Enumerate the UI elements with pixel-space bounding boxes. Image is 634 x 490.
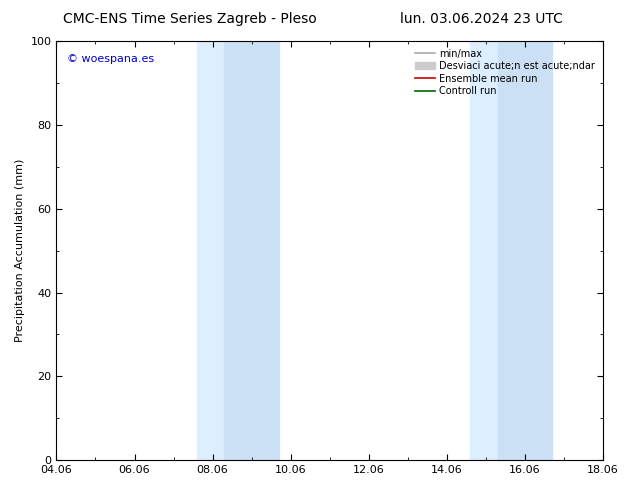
- Bar: [224, 41, 279, 460]
- Bar: [498, 41, 552, 460]
- Text: CMC-ENS Time Series Zagreb - Pleso: CMC-ENS Time Series Zagreb - Pleso: [63, 12, 317, 26]
- Legend: min/max, Desviaci acute;n est acute;ndar, Ensemble mean run, Controll run: min/max, Desviaci acute;n est acute;ndar…: [412, 46, 598, 99]
- Y-axis label: Precipitation Accumulation (mm): Precipitation Accumulation (mm): [15, 159, 25, 343]
- Text: lun. 03.06.2024 23 UTC: lun. 03.06.2024 23 UTC: [401, 12, 563, 26]
- Bar: [197, 41, 224, 460]
- Bar: [470, 41, 498, 460]
- Text: © woespana.es: © woespana.es: [67, 53, 155, 64]
